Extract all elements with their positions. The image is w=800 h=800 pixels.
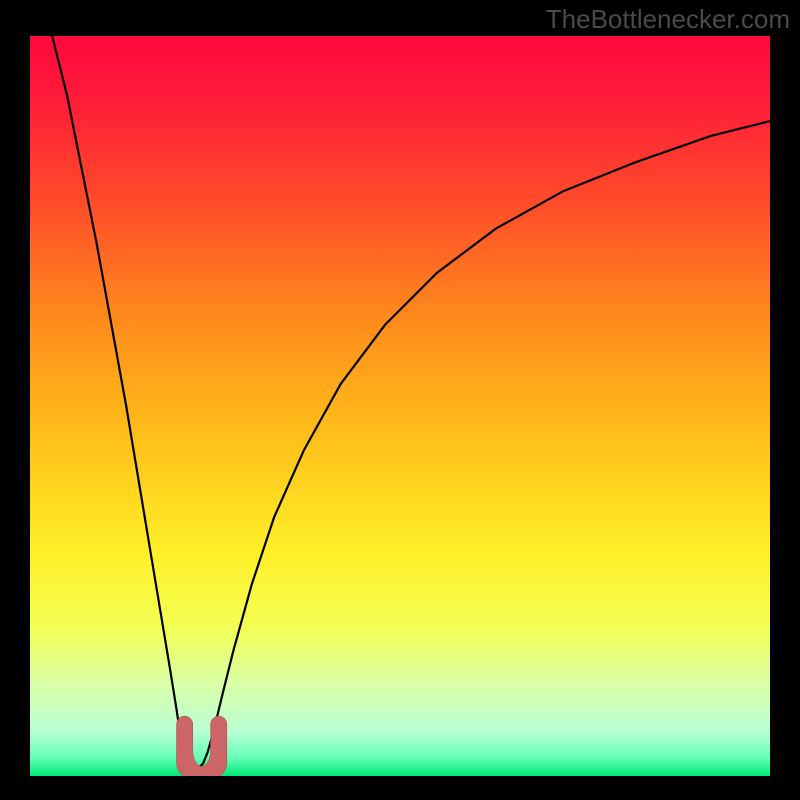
chart-svg bbox=[30, 36, 770, 776]
gradient-rect bbox=[30, 36, 770, 776]
stage: TheBottlenecker.com bbox=[0, 0, 800, 800]
plot-area bbox=[30, 36, 770, 776]
watermark-text: TheBottlenecker.com bbox=[546, 4, 790, 35]
